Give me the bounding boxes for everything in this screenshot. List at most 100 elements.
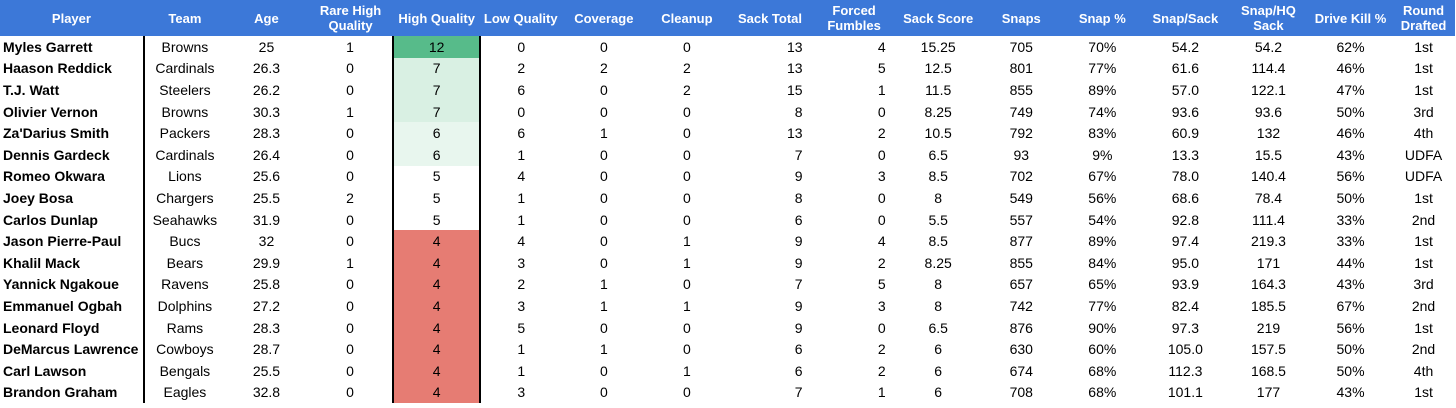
cell-round-drafted[interactable]: UDFA (1392, 143, 1455, 166)
cell-team[interactable]: Lions (143, 165, 225, 188)
cell-forced-fumbles[interactable]: 2 (812, 122, 896, 144)
cell-snap-per-hq-sack[interactable]: 122.1 (1227, 79, 1309, 101)
column-header-sack-score[interactable]: Sack Score (895, 0, 981, 36)
cell-snap-pct[interactable]: 74% (1061, 100, 1143, 123)
cell-snap-pct[interactable]: 89% (1061, 230, 1143, 252)
cell-low-quality[interactable]: 3 (480, 381, 562, 404)
cell-cleanup[interactable]: 1 (646, 230, 728, 252)
cell-age[interactable]: 26.2 (224, 79, 308, 101)
cell-snap-pct[interactable]: 65% (1061, 273, 1143, 296)
cell-round-drafted[interactable]: 1st (1392, 381, 1455, 404)
column-header-player[interactable]: Player (0, 0, 145, 36)
cell-rare-high-quality[interactable]: 0 (308, 79, 394, 101)
column-header-snap-per-sack[interactable]: Snap/Sack (1142, 0, 1228, 36)
cell-age[interactable]: 31.9 (224, 208, 308, 231)
cell-forced-fumbles[interactable]: 2 (812, 251, 896, 274)
cell-team[interactable]: Chargers (143, 187, 225, 209)
cell-sack-total[interactable]: 13 (727, 36, 813, 58)
table-row[interactable]: T.J. Watt Steelers 26.2 0 7 6 0 2 15 1 11.5 855 89% 5… (0, 79, 1455, 101)
cell-snap-pct[interactable]: 89% (1061, 79, 1143, 101)
cell-low-quality[interactable]: 1 (480, 187, 562, 209)
cell-player[interactable]: Dennis Gardeck (0, 143, 145, 166)
cell-snap-pct[interactable]: 77% (1061, 295, 1143, 317)
column-header-drive-kill-pct[interactable]: Drive Kill % (1308, 0, 1393, 36)
cell-player[interactable]: Emmanuel Ogbah (0, 295, 145, 317)
cell-coverage[interactable]: 0 (561, 165, 647, 188)
cell-snaps[interactable]: 708 (980, 381, 1062, 404)
cell-snap-per-hq-sack[interactable]: 54.2 (1227, 36, 1309, 58)
cell-team[interactable]: Browns (143, 36, 225, 58)
cell-coverage[interactable]: 0 (561, 359, 647, 382)
table-row[interactable]: Leonard Floyd Rams 28.3 0 4 5 0 0 9 0 6.5 876 90% 97.… (0, 316, 1455, 339)
cell-snap-pct[interactable]: 60% (1061, 338, 1143, 360)
cell-snap-pct[interactable]: 54% (1061, 208, 1143, 231)
cell-snap-per-hq-sack[interactable]: 157.5 (1227, 338, 1309, 360)
cell-snap-per-sack[interactable]: 60.9 (1142, 122, 1228, 144)
cell-sack-score[interactable]: 6 (895, 381, 981, 404)
cell-sack-total[interactable]: 6 (727, 338, 813, 360)
cell-team[interactable]: Browns (143, 100, 225, 123)
cell-forced-fumbles[interactable]: 3 (812, 295, 896, 317)
cell-rare-high-quality[interactable]: 0 (308, 208, 394, 231)
table-row[interactable]: Dennis Gardeck Cardinals 26.4 0 6 1 0 0 7 0 6.5 93 9… (0, 143, 1455, 166)
cell-player[interactable]: Leonard Floyd (0, 316, 145, 339)
cell-high-quality[interactable]: 4 (392, 381, 482, 404)
cell-snap-per-sack[interactable]: 61.6 (1142, 57, 1228, 80)
cell-drive-kill-pct[interactable]: 56% (1308, 316, 1393, 339)
column-header-high-quality[interactable]: High Quality (393, 0, 481, 36)
cell-team[interactable]: Bengals (143, 359, 225, 382)
cell-player[interactable]: DeMarcus Lawrence (0, 338, 145, 360)
cell-cleanup[interactable]: 2 (646, 79, 728, 101)
cell-team[interactable]: Rams (143, 316, 225, 339)
cell-cleanup[interactable]: 0 (646, 122, 728, 144)
cell-cleanup[interactable]: 1 (646, 295, 728, 317)
cell-snap-per-sack[interactable]: 112.3 (1142, 359, 1228, 382)
cell-rare-high-quality[interactable]: 0 (308, 381, 394, 404)
table-row[interactable]: Carl Lawson Bengals 25.5 0 4 1 0 1 6 2 6 674 68% 112.… (0, 359, 1455, 382)
cell-snap-per-hq-sack[interactable]: 78.4 (1227, 187, 1309, 209)
cell-sack-score[interactable]: 10.5 (895, 122, 981, 144)
cell-round-drafted[interactable]: 1st (1392, 36, 1455, 58)
cell-snap-per-hq-sack[interactable]: 132 (1227, 122, 1309, 144)
column-header-forced-fumbles[interactable]: Forced Fumbles (812, 0, 896, 36)
cell-sack-score[interactable]: 12.5 (895, 57, 981, 80)
cell-forced-fumbles[interactable]: 5 (812, 57, 896, 80)
cell-snaps[interactable]: 630 (980, 338, 1062, 360)
cell-sack-total[interactable]: 6 (727, 208, 813, 231)
cell-high-quality[interactable]: 7 (392, 100, 482, 123)
cell-player[interactable]: Brandon Graham (0, 381, 145, 404)
table-row[interactable]: Brandon Graham Eagles 32.8 0 4 3 0 0 7 1 6 708 68% 10… (0, 381, 1455, 404)
cell-team[interactable]: Packers (143, 122, 225, 144)
cell-high-quality[interactable]: 4 (392, 316, 482, 339)
cell-age[interactable]: 27.2 (224, 295, 308, 317)
table-row[interactable]: Carlos Dunlap Seahawks 31.9 0 5 1 0 0 6 0 5.5 557 54… (0, 208, 1455, 231)
cell-cleanup[interactable]: 2 (646, 57, 728, 80)
cell-team[interactable]: Bucs (143, 230, 225, 252)
cell-snaps[interactable]: 742 (980, 295, 1062, 317)
cell-sack-score[interactable]: 8 (895, 273, 981, 296)
cell-rare-high-quality[interactable]: 1 (308, 100, 394, 123)
cell-round-drafted[interactable]: 3rd (1392, 100, 1455, 123)
cell-snap-pct[interactable]: 67% (1061, 165, 1143, 188)
column-header-cleanup[interactable]: Cleanup (646, 0, 728, 36)
column-header-team[interactable]: Team (143, 0, 225, 36)
cell-forced-fumbles[interactable]: 4 (812, 36, 896, 58)
cell-sack-score[interactable]: 6 (895, 338, 981, 360)
cell-low-quality[interactable]: 1 (480, 359, 562, 382)
cell-high-quality[interactable]: 5 (392, 187, 482, 209)
cell-snap-per-hq-sack[interactable]: 185.5 (1227, 295, 1309, 317)
cell-rare-high-quality[interactable]: 0 (308, 273, 394, 296)
cell-age[interactable]: 32 (224, 230, 308, 252)
cell-round-drafted[interactable]: 1st (1392, 230, 1455, 252)
cell-snap-per-hq-sack[interactable]: 111.4 (1227, 208, 1309, 231)
column-header-snap-per-hq-sack[interactable]: Snap/HQ Sack (1227, 0, 1309, 36)
cell-high-quality[interactable]: 5 (392, 165, 482, 188)
cell-snap-per-sack[interactable]: 93.9 (1142, 273, 1228, 296)
cell-coverage[interactable]: 0 (561, 230, 647, 252)
cell-player[interactable]: Joey Bosa (0, 187, 145, 209)
cell-age[interactable]: 28.3 (224, 122, 308, 144)
cell-snap-per-hq-sack[interactable]: 114.4 (1227, 57, 1309, 80)
cell-team[interactable]: Cardinals (143, 143, 225, 166)
cell-cleanup[interactable]: 0 (646, 100, 728, 123)
cell-sack-total[interactable]: 9 (727, 165, 813, 188)
